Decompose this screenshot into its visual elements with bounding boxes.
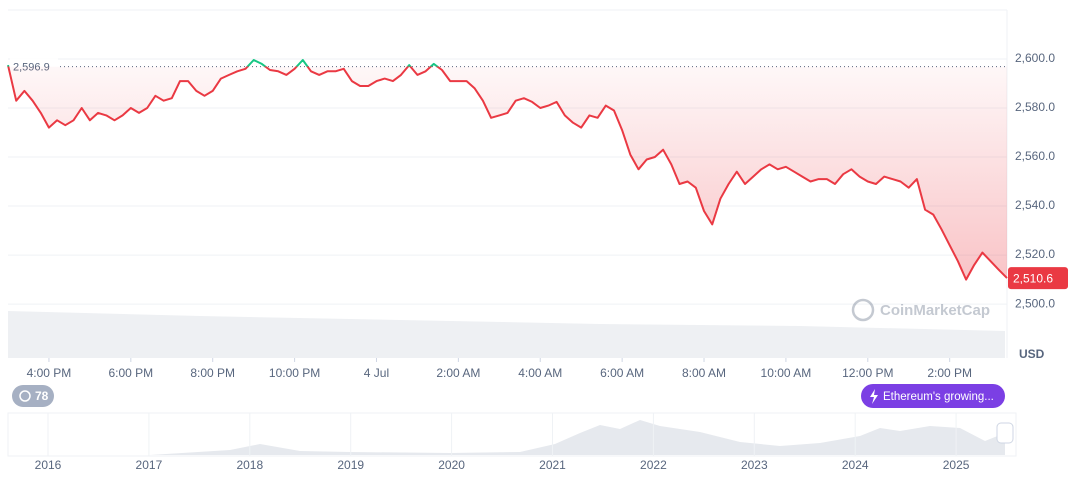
area-shade <box>8 66 1007 280</box>
overview-shape <box>8 420 1005 455</box>
x-tick-label: 6:00 PM <box>108 366 153 380</box>
overview-year-label: 2016 <box>35 458 62 472</box>
overview-year-label: 2024 <box>842 458 869 472</box>
overview-year-label: 2022 <box>640 458 667 472</box>
event-pill[interactable]: Ethereum's growing... <box>861 384 1005 408</box>
overview-year-label: 2025 <box>943 458 970 472</box>
event-label: Ethereum's growing... <box>883 391 994 403</box>
y-axis-label: USD <box>1019 347 1045 361</box>
x-tick-label: 10:00 AM <box>761 366 812 380</box>
x-tick-label: 12:00 PM <box>842 366 893 380</box>
y-tick-label: 2,500.0 <box>1015 296 1055 310</box>
y-tick-label: 2,580.0 <box>1015 100 1055 114</box>
watermark-text: CoinMarketCap <box>880 302 990 319</box>
overview-year-label: 2023 <box>741 458 768 472</box>
y-tick-label: 2,560.0 <box>1015 149 1055 163</box>
badge-count: 78 <box>35 389 49 403</box>
overview-year-label: 2017 <box>136 458 163 472</box>
x-tick-label: 4:00 PM <box>27 366 72 380</box>
x-tick-label: 4 Jul <box>364 366 389 380</box>
y-tick-label: 2,540.0 <box>1015 198 1055 212</box>
overview <box>7 412 1017 457</box>
event-count-badge[interactable]: 78 <box>12 385 54 407</box>
x-tick-label: 2:00 PM <box>927 366 972 380</box>
x-tick-label: 8:00 AM <box>682 366 726 380</box>
overview-year-label: 2018 <box>236 458 263 472</box>
overview-year-label: 2019 <box>337 458 364 472</box>
watermark: CoinMarketCap <box>851 298 990 322</box>
volume-band <box>8 311 1005 358</box>
x-tick-label: 6:00 AM <box>600 366 644 380</box>
x-tick-label: 10:00 PM <box>269 366 320 380</box>
y-tick-label: 2,600.0 <box>1015 51 1055 65</box>
x-tick-label: 4:00 AM <box>518 366 562 380</box>
x-tick-label: 2:00 AM <box>436 366 480 380</box>
overview-year-label: 2021 <box>539 458 566 472</box>
price-line <box>7 59 1008 281</box>
last-price-label: 2,510.6 <box>1013 271 1053 285</box>
y-tick-label: 2,520.0 <box>1015 247 1055 261</box>
overview-year-label: 2020 <box>438 458 465 472</box>
last-price-tag <box>1008 267 1068 290</box>
x-tick-label: 8:00 PM <box>190 366 235 380</box>
